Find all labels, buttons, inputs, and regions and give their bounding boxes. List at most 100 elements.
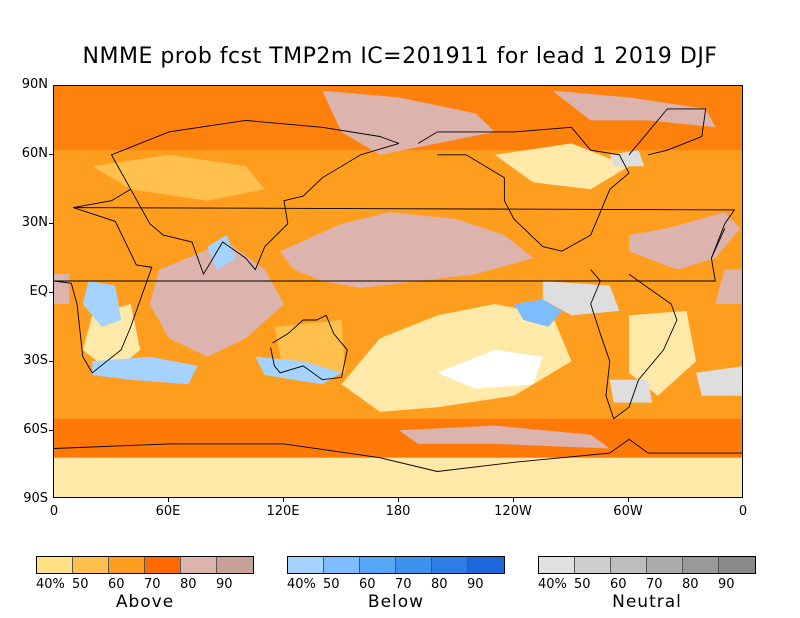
legend-above-swatch: [181, 557, 217, 573]
legend-above-swatch: [145, 557, 181, 573]
x-label-0: 0: [49, 504, 59, 519]
y-label-90s: 90S: [23, 491, 48, 506]
y-tick: [49, 430, 53, 431]
y-tick: [49, 292, 53, 293]
neutral-east-pacific: [542, 281, 620, 316]
above-80-arctic: [322, 90, 495, 155]
map-title: NMME prob fcst TMP2m IC=201911 for lead …: [82, 44, 718, 69]
legend-above-label: Above: [115, 592, 175, 612]
legend-neutral-swatch: [647, 557, 683, 573]
probability-map: [54, 86, 742, 497]
legend-above-colorbar: [36, 556, 254, 574]
legend-above-tick: 40%: [36, 577, 65, 592]
legend-neutral-swatch: [575, 557, 611, 573]
y-tick: [49, 154, 53, 155]
x-label-120w: 120W: [494, 504, 532, 519]
legend-above-tick: 70: [144, 577, 161, 592]
legend-neutral-label: Neutral: [612, 592, 682, 612]
above-50-eurasia: [92, 154, 265, 201]
legend-above-tick: 60: [108, 577, 125, 592]
africa-west-coastline: [54, 228, 726, 282]
greenland-coastline: [628, 108, 707, 156]
above-80-arctic-east: [552, 90, 716, 128]
legend-neutral-swatch: [539, 557, 575, 573]
forecast-map: [53, 85, 743, 498]
legend-neutral-swatch: [719, 557, 755, 573]
y-label-30n: 30N: [21, 215, 48, 230]
south-america-coastline: [590, 269, 678, 420]
y-tick: [49, 223, 53, 224]
legend-neutral-tick: 80: [682, 577, 699, 592]
legend-above-tick: 80: [180, 577, 197, 592]
x-tick: [168, 498, 169, 502]
legend-neutral-tick: 90: [718, 577, 735, 592]
legend-above-swatch: [37, 557, 73, 573]
y-label-eq: EQ: [29, 284, 48, 299]
legend-below: 40% 50 60 70 80 90 Below: [287, 556, 505, 612]
north-america-coastline: [417, 126, 630, 252]
above-80-gulf-guinea: [54, 274, 70, 304]
above-40-region: [54, 457, 742, 497]
legend-below-swatch: [432, 557, 468, 573]
x-tick: [513, 498, 514, 502]
legend-neutral: 40% 50 60 70 80 90 Neutral: [538, 556, 756, 612]
neutral-patagonia: [609, 379, 652, 403]
legend-above-swatch: [109, 557, 145, 573]
eurasia-north-coastline: [73, 119, 400, 209]
y-label-30s: 30S: [23, 353, 48, 368]
below-50-south-australia: [255, 356, 342, 385]
legend-below-tick: 70: [395, 577, 412, 592]
legend-below-tick: 50: [323, 577, 340, 592]
legend-below-swatch: [324, 557, 360, 573]
legend-below-tick: 80: [431, 577, 448, 592]
x-label-60e: 60E: [155, 504, 181, 519]
legend-above-swatch: [73, 557, 109, 573]
y-label-90n: 90N: [21, 77, 48, 92]
below-50-south-indian: [92, 356, 198, 385]
asia-south-coastline: [130, 142, 400, 276]
x-label-60w: 60W: [613, 504, 643, 519]
x-label-180: 180: [385, 504, 411, 519]
legend-neutral-tick: 60: [610, 577, 627, 592]
x-tick: [398, 498, 399, 502]
legend-above: 40% 50 60 70 80 90 Above: [36, 556, 254, 612]
antarctica-coastline: [54, 438, 742, 472]
above-50-australia: [274, 320, 346, 373]
legend-below-tick: 60: [359, 577, 376, 592]
australia-coastline: [270, 314, 348, 381]
no-signal-south-pacific: [437, 349, 543, 389]
above-80-east-atlantic: [715, 269, 742, 304]
legend-neutral-colorbar: [538, 556, 756, 574]
above-80-pacific: [280, 212, 534, 288]
x-label-120e: 120E: [266, 504, 300, 519]
neutral-south-atlantic: [696, 366, 742, 396]
legend-above-tick: 50: [72, 577, 89, 592]
legend-below-tick: 40%: [287, 577, 316, 592]
above-40-south-america: [629, 310, 697, 396]
x-tick: [283, 498, 284, 502]
y-label-60n: 60N: [21, 146, 48, 161]
y-label-60s: 60S: [23, 422, 48, 437]
legend-below-tick: 90: [467, 577, 484, 592]
legend-neutral-tick: 40%: [538, 577, 567, 592]
above-40-north-america: [494, 143, 629, 190]
legend-neutral-tick: 50: [574, 577, 591, 592]
legend-below-swatch: [360, 557, 396, 573]
above-80-indian-ocean: [149, 242, 284, 357]
africa-coastline: [54, 207, 736, 374]
legend-above-tick: 90: [216, 577, 233, 592]
legend-below-swatch: [468, 557, 504, 573]
x-tick: [628, 498, 629, 502]
y-tick: [49, 361, 53, 362]
legend-above-swatch: [217, 557, 253, 573]
below-60-east-pacific: [514, 299, 562, 327]
x-label-0-end: 0: [738, 504, 748, 519]
above-70-region: [54, 418, 742, 458]
legend-below-swatch: [396, 557, 432, 573]
below-50-india: [207, 235, 237, 270]
legend-below-swatch: [288, 557, 324, 573]
legend-neutral-tick: 70: [646, 577, 663, 592]
legend-below-colorbar: [287, 556, 505, 574]
above-80-southern: [399, 425, 610, 449]
below-50-central-africa: [82, 281, 122, 327]
